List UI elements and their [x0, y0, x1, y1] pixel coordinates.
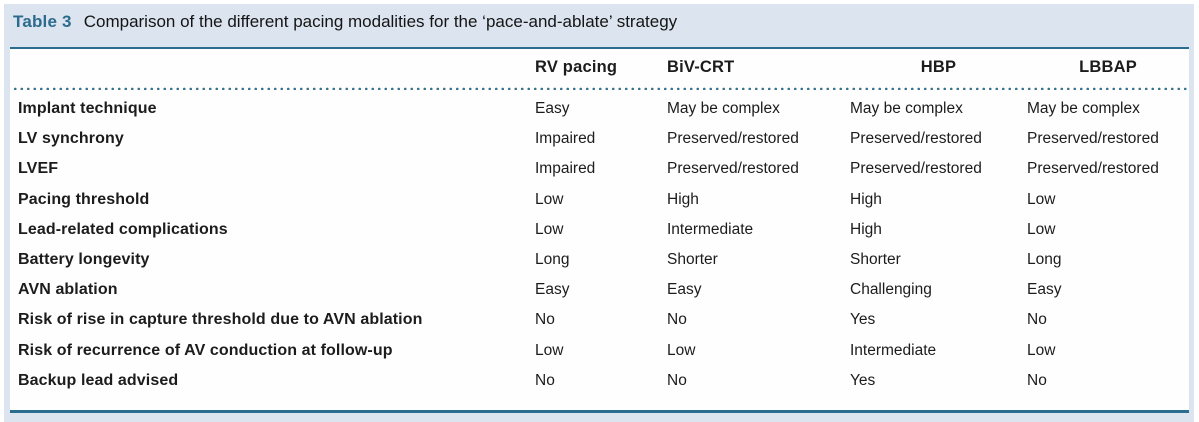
cell: Preserved/restored	[850, 130, 982, 148]
row-label: Pacing threshold	[18, 190, 150, 208]
cell: Low	[535, 220, 564, 238]
table-row: AVN ablation Easy Easy Challenging Easy	[10, 275, 1189, 305]
table-row: Backup lead advised No No Yes No	[10, 366, 1189, 396]
table-panel: Table 3 Comparison of the different pacin…	[4, 4, 1194, 422]
table-number-label: Table 3	[13, 12, 72, 31]
cell: Preserved/restored	[1027, 130, 1159, 148]
cell: Yes	[850, 371, 876, 389]
cell: Low	[535, 190, 564, 208]
comparison-table: RV pacing BiV-CRT HBP LBBAP Implant tech…	[10, 47, 1189, 413]
table-row: Pacing threshold Low High High Low	[10, 185, 1189, 215]
cell: No	[535, 311, 555, 329]
column-header-lbbap: LBBAP	[1079, 58, 1137, 76]
table-row: LVEF Impaired Preserved/restored Preserv…	[10, 154, 1189, 184]
cell: Easy	[535, 281, 570, 299]
cell: May be complex	[850, 100, 963, 118]
cell: Impaired	[535, 160, 596, 178]
cell: Preserved/restored	[667, 130, 799, 148]
table-caption: Table 3 Comparison of the different pacin…	[13, 12, 677, 32]
table-row: Implant technique Easy May be complex Ma…	[10, 94, 1189, 124]
table-caption-text: Comparison of the different pacing modal…	[83, 12, 678, 31]
table-header-row: RV pacing BiV-CRT HBP LBBAP	[10, 49, 1189, 86]
cell: Impaired	[535, 130, 596, 148]
cell: Yes	[850, 311, 876, 329]
row-label: LV synchrony	[18, 130, 124, 148]
cell: High	[850, 190, 882, 208]
row-label: Risk of recurrence of AV conduction at f…	[18, 341, 393, 359]
cell: Challenging	[850, 281, 932, 299]
cell: Shorter	[667, 251, 718, 269]
cell: Preserved/restored	[850, 160, 982, 178]
column-header-hbp: HBP	[920, 58, 957, 76]
cell: No	[667, 371, 687, 389]
cell: Low	[535, 341, 564, 359]
cell: High	[850, 220, 882, 238]
table-row: Risk of rise in capture threshold due to…	[10, 305, 1189, 335]
cell: High	[667, 190, 699, 208]
row-label: LVEF	[18, 160, 59, 178]
cell: Low	[667, 341, 696, 359]
table-row: LV synchrony Impaired Preserved/restored…	[10, 124, 1189, 154]
cell: Long	[1027, 251, 1062, 269]
row-label: Risk of rise in capture threshold due to…	[18, 311, 423, 329]
cell: Easy	[1027, 281, 1062, 299]
cell: No	[1027, 371, 1047, 389]
row-label: Lead-related complications	[18, 220, 228, 238]
cell: May be complex	[667, 100, 780, 118]
cell: Preserved/restored	[667, 160, 799, 178]
dotted-separator	[12, 86, 1187, 90]
cell: No	[667, 311, 687, 329]
row-label: Implant technique	[18, 100, 157, 118]
cell: Easy	[535, 100, 570, 118]
row-label: Battery longevity	[18, 251, 150, 269]
column-header-biv-crt: BiV-CRT	[667, 58, 735, 76]
cell: Low	[1027, 220, 1056, 238]
table-row: Battery longevity Long Shorter Shorter L…	[10, 245, 1189, 275]
cell: Intermediate	[667, 220, 754, 238]
cell: Preserved/restored	[1027, 160, 1159, 178]
cell: Low	[1027, 341, 1056, 359]
cell: No	[1027, 311, 1047, 329]
table-row: Lead-related complications Low Intermedi…	[10, 215, 1189, 245]
cell: Easy	[667, 281, 702, 299]
table-row: Risk of recurrence of AV conduction at f…	[10, 336, 1189, 366]
cell: No	[535, 371, 555, 389]
cell: Shorter	[850, 251, 901, 269]
cell: Long	[535, 251, 570, 269]
column-header-rv-pacing: RV pacing	[535, 58, 618, 76]
row-label: Backup lead advised	[18, 371, 179, 389]
row-label: AVN ablation	[18, 281, 118, 299]
cell: Intermediate	[850, 341, 937, 359]
cell: Low	[1027, 190, 1056, 208]
cell: May be complex	[1027, 100, 1140, 118]
